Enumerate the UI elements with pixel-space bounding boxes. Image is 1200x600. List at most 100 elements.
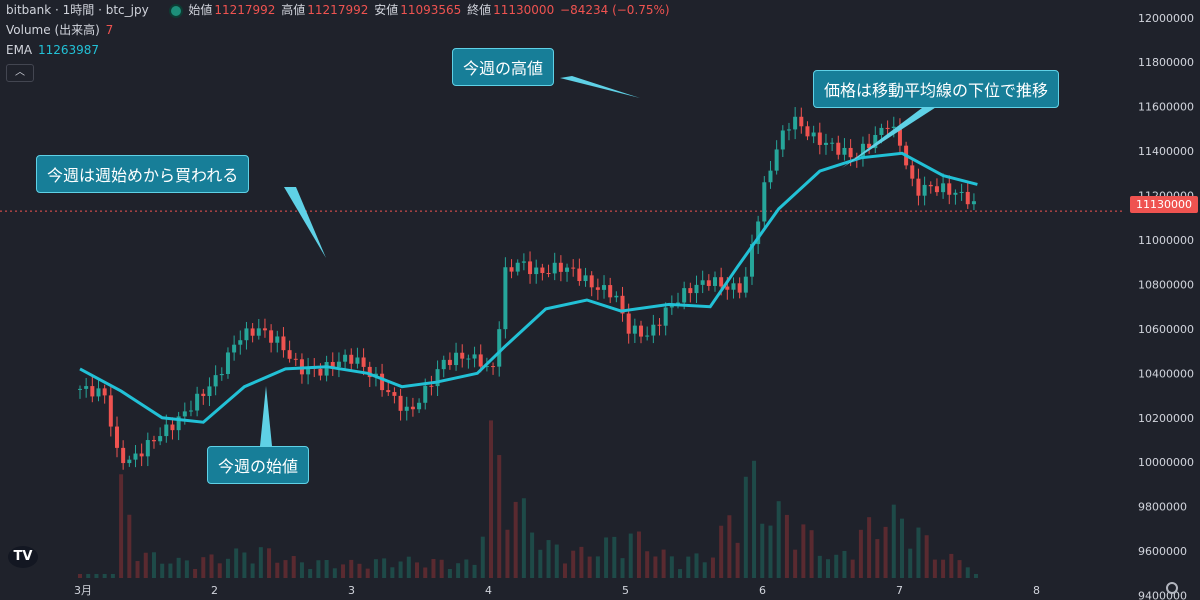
- candle-body: [885, 127, 890, 129]
- volume-bar: [406, 556, 411, 578]
- candle-body: [219, 373, 224, 376]
- chevron-up-icon[interactable]: ︿: [6, 64, 34, 82]
- candle-body: [897, 126, 902, 146]
- price-tick-label: 11800000: [1138, 56, 1194, 69]
- volume-bar: [382, 558, 387, 578]
- volume-bar: [628, 533, 633, 578]
- time-tick-label: 6: [759, 584, 766, 597]
- candle-body: [114, 426, 119, 448]
- price-tick-label: 12000000: [1138, 12, 1194, 25]
- price-axis[interactable]: 1200000011800000116000001140000011200000…: [1138, 12, 1194, 600]
- candle-body: [330, 362, 335, 368]
- candle-body: [213, 375, 218, 387]
- candle-body: [367, 366, 372, 378]
- volume-bar: [661, 549, 666, 578]
- price-tick-label: 11600000: [1138, 101, 1194, 114]
- volume-bar: [324, 559, 329, 578]
- candle-body: [873, 134, 878, 149]
- volume-bar: [587, 556, 592, 578]
- volume-bar: [842, 550, 847, 578]
- volume-bar: [834, 554, 839, 578]
- time-tick-label: 7: [896, 584, 903, 597]
- volume-bar: [447, 568, 452, 578]
- low-value: 11093565: [400, 3, 462, 17]
- volume-bar: [949, 553, 954, 578]
- pointer-week-open: [260, 386, 272, 446]
- candle-body: [682, 288, 687, 303]
- price-tick-label: 10600000: [1138, 323, 1194, 336]
- volume-bar: [143, 552, 148, 578]
- candle-body: [262, 328, 267, 331]
- candle-body: [663, 307, 668, 326]
- volume-bar: [973, 574, 978, 578]
- candle-body: [774, 149, 779, 171]
- candle-body: [398, 395, 403, 411]
- candle-body: [90, 386, 95, 397]
- time-tick-label: 4: [485, 584, 492, 597]
- volume-bar: [768, 525, 773, 578]
- volume-bar: [694, 553, 699, 578]
- price-tick-label: 10800000: [1138, 278, 1194, 291]
- candle-body: [725, 286, 730, 290]
- candle-body: [324, 362, 329, 376]
- candle-body: [361, 357, 366, 367]
- volume-bar: [332, 568, 337, 578]
- change-value: −84234 (−0.75%): [560, 3, 670, 17]
- symbol-header[interactable]: bitbank · 1時間 · btc_jpy 始値 11217992 高値 112…: [6, 2, 672, 18]
- volume-bar: [102, 574, 107, 578]
- volume-bar: [308, 569, 313, 578]
- callout-week-open: 今週の始値: [207, 446, 310, 484]
- candle-body: [626, 313, 631, 334]
- candle-body: [768, 170, 773, 183]
- symbol-line[interactable]: bitbank · 1時間 · btc_jpy: [6, 3, 149, 17]
- ema-legend[interactable]: EMA 11263987: [6, 42, 101, 58]
- time-tick-label: 3: [348, 584, 355, 597]
- candle-body: [799, 116, 804, 127]
- candle-body: [306, 367, 311, 375]
- candle-body: [540, 267, 545, 274]
- volume-bar: [267, 548, 272, 578]
- candle-body: [749, 244, 754, 277]
- volume-bar: [924, 535, 929, 578]
- volume-bar: [752, 460, 757, 578]
- candle-body: [941, 183, 946, 193]
- candle-body: [811, 132, 816, 137]
- candle-body: [706, 280, 711, 286]
- gear-icon[interactable]: [1166, 582, 1178, 594]
- volume-bar: [554, 544, 559, 578]
- callout-below-ema: 価格は移動平均線の下位で推移: [813, 70, 1060, 108]
- price-tick-label: 10000000: [1138, 456, 1194, 469]
- candle-body: [528, 261, 533, 275]
- candle-body: [521, 261, 526, 263]
- close-label: 終値: [467, 3, 492, 17]
- volume-legend[interactable]: Volume (出来高) 7: [6, 22, 115, 38]
- candle-body: [417, 402, 422, 410]
- candle-body: [410, 406, 415, 410]
- candle-body: [756, 221, 761, 245]
- volume-bar: [645, 551, 650, 578]
- candle-body: [250, 328, 255, 336]
- tradingview-logo[interactable]: TV: [8, 546, 38, 568]
- price-tick-label: 10200000: [1138, 412, 1194, 425]
- candle-body: [225, 352, 230, 374]
- candle-body: [786, 129, 791, 131]
- price-tick-label: 9400000: [1138, 590, 1187, 600]
- volume-bar: [373, 559, 378, 578]
- volume-bar: [530, 532, 535, 578]
- volume-bar: [431, 558, 436, 578]
- volume-bar: [86, 574, 91, 578]
- candle-body: [817, 132, 822, 145]
- close-value: 11130000: [493, 3, 555, 17]
- price-tick-label: 9800000: [1138, 501, 1187, 514]
- candle-body: [238, 340, 243, 345]
- volume-bar: [349, 559, 354, 578]
- volume-bar: [900, 518, 904, 578]
- volume-bar: [776, 501, 781, 578]
- candle-body: [780, 130, 785, 150]
- callout-week-buying: 今週は週始めから買われる: [36, 155, 250, 193]
- time-axis[interactable]: 3月 2 3 4 5 6 7 8: [74, 584, 1040, 597]
- volume-value: 7: [105, 23, 114, 37]
- candle-body: [454, 352, 459, 366]
- candle-body: [151, 440, 156, 442]
